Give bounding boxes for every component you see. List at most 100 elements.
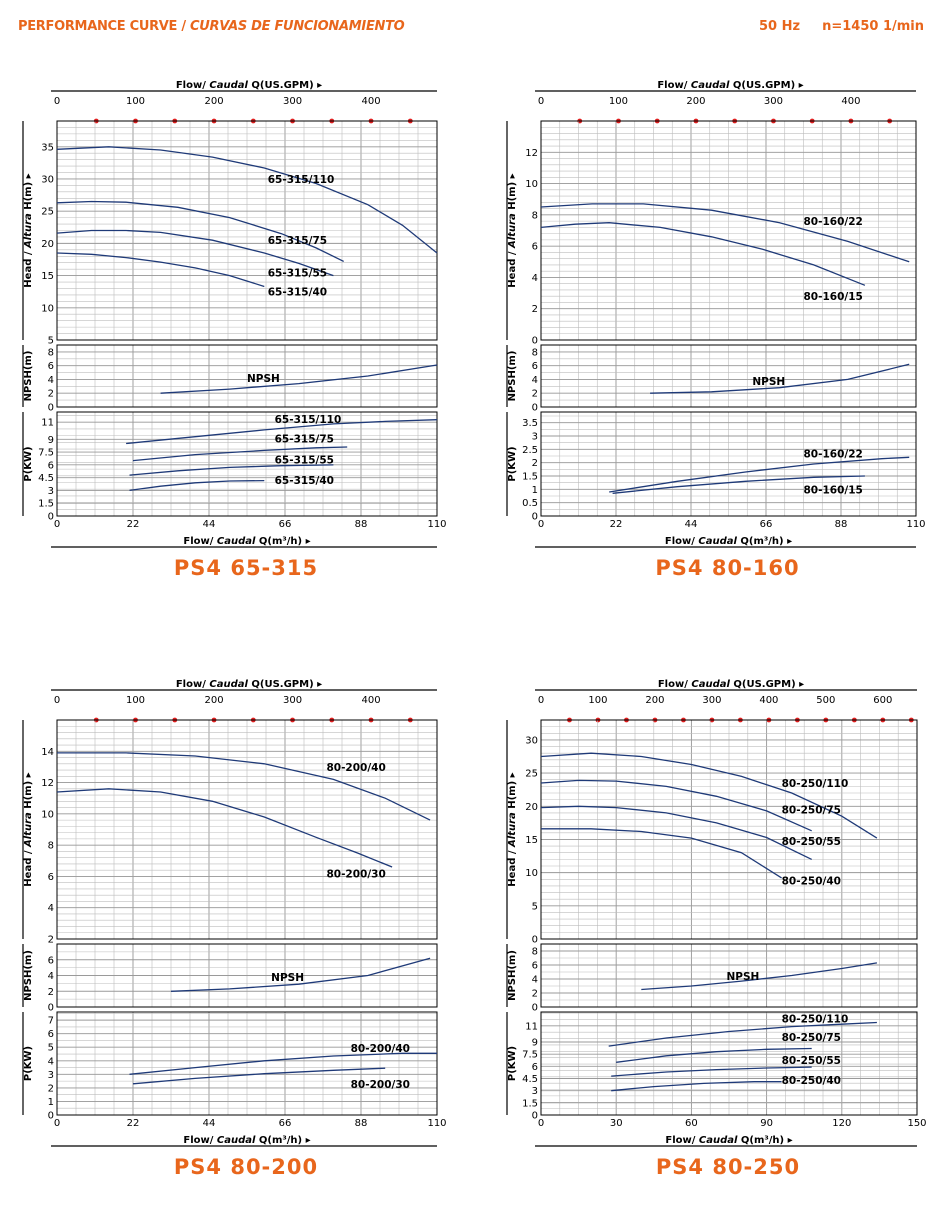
series-line-65-315/110	[56, 146, 438, 254]
y-tick-label: 0	[48, 1003, 54, 1014]
head-axis-title-part: Altura	[507, 213, 518, 249]
y-tick-label: 3	[48, 486, 54, 497]
y-tick-label: 0	[532, 935, 538, 946]
m3h-tick-label: 90	[760, 1118, 773, 1129]
gpm-axis-title-part: Q(US.GPM)	[248, 679, 314, 690]
y-tick-label: 4	[532, 273, 538, 284]
gpm-axis-title: Flow/ Caudal Q(US.GPM) ▸	[176, 80, 322, 91]
npsh-axis-title: NPSH(m)	[507, 351, 518, 402]
m3h-axis-title-part: Flow/	[183, 1135, 217, 1146]
series-line-80-250/75	[616, 1047, 812, 1063]
head-axis-title-part: ▸	[507, 173, 518, 182]
gpm-tick-label: 300	[283, 96, 302, 107]
m3h-tick-label: 66	[279, 519, 292, 530]
y-tick-label: 1	[48, 1097, 54, 1108]
gpm-tick-label: 0	[538, 695, 544, 706]
m3h-tick-label: 0	[54, 1118, 60, 1129]
y-tick-label: 6	[532, 361, 538, 372]
series-line-NPSH	[160, 364, 438, 394]
m3h-tick-label: 0	[54, 519, 60, 530]
y-tick-label: 15	[525, 835, 538, 846]
y-tick-label: 10	[41, 303, 54, 314]
head-axis-title-part: Head /	[23, 248, 34, 288]
y-tick-label: 0	[532, 403, 538, 414]
curve-label: 80-160/15	[804, 291, 863, 303]
head-axis-title: Head / Altura H(m) ▸	[507, 772, 518, 886]
m3h-axis-title-part: ▸	[302, 1135, 311, 1146]
y-tick-label: 10	[525, 868, 538, 879]
head-axis-title-part: Head /	[507, 847, 518, 887]
gpm-tick-label: 300	[764, 96, 783, 107]
frequency-label: 50 Hz	[759, 19, 801, 34]
curve-label: 80-160/22	[804, 448, 863, 460]
y-tick-label: 12	[525, 148, 538, 159]
m3h-axis-title-part: Q(m³/h)	[737, 1135, 784, 1146]
page-header-specs: 50 Hz n=1450 1/min	[737, 19, 924, 34]
head-panel: 0 5 10 15 20 25 30 80-250/110 80-250/75 80-250/55…	[506, 719, 918, 946]
y-tick-label: 15	[41, 271, 54, 282]
series-line-65-315/55	[56, 229, 334, 277]
y-tick-label: 7.5	[38, 448, 54, 459]
y-tick-label: 9	[532, 1038, 538, 1049]
y-tick-label: 25	[41, 207, 54, 218]
curve-label: 65-315/75	[268, 235, 327, 247]
series-line-NPSH	[170, 957, 431, 992]
panel-frame	[56, 411, 438, 517]
panel-frame	[56, 344, 438, 408]
m3h-axis-title-part: ▸	[784, 536, 793, 547]
gpm-tick-label: 0	[54, 96, 60, 107]
panel-frame	[56, 120, 438, 341]
curve-label: 65-315/55	[275, 455, 334, 467]
chart-title: PS4 80-160	[655, 556, 799, 580]
m3h-tick-label: 30	[610, 1118, 623, 1129]
gpm-tick-label: 200	[204, 695, 223, 706]
npsh-axis-title: NPSH(m)	[23, 351, 34, 402]
gpm-axis-title-part: ▸	[796, 679, 805, 690]
head-panel: 2 4 6 8 10 12 14 80-200/40 80-200/30	[22, 719, 438, 946]
m3h-axis-title: Flow/ Caudal Q(m³/h) ▸	[665, 536, 792, 547]
curve-label: 80-250/55	[782, 836, 841, 848]
y-tick-label: 2	[532, 458, 538, 469]
y-tick-label: 11	[525, 1021, 538, 1032]
m3h-tick-label: 66	[760, 519, 773, 530]
series-line-65-315/40	[56, 252, 265, 288]
series-line-65-315/40	[129, 479, 265, 492]
gpm-tick-label: 200	[686, 96, 705, 107]
y-tick-label: 6	[48, 955, 54, 966]
gpm-tick-label: 100	[126, 96, 145, 107]
npsh-curve-label: NPSH	[247, 373, 280, 385]
y-tick-label: 11	[41, 418, 54, 429]
y-tick-label: 25	[525, 769, 538, 780]
y-tick-label: 7.5	[522, 1050, 538, 1061]
curve-label: 65-315/75	[275, 433, 334, 445]
y-tick-label: 6	[48, 460, 54, 471]
y-tick-label: 5	[48, 336, 54, 347]
head-axis-title-part: Altura	[23, 812, 34, 848]
m3h-tick-label: 150	[907, 1118, 926, 1129]
m3h-axis-title: Flow/ Caudal Q(m³/h) ▸	[183, 536, 310, 547]
header-title-b: CURVAS DE FUNCIONAMIENTO	[190, 19, 405, 34]
y-tick-label: 6	[532, 1062, 538, 1073]
y-tick-label: 2	[48, 987, 54, 998]
curve-label: 65-315/40	[275, 475, 334, 487]
m3h-axis-title-part: ▸	[784, 1135, 793, 1146]
curve-label: 65-315/110	[275, 414, 342, 426]
gpm-tick-label: 100	[588, 695, 607, 706]
y-tick-label: 1.5	[522, 1098, 538, 1109]
gpm-axis-title-part: Q(US.GPM)	[248, 80, 314, 91]
gpm-tick-label: 400	[362, 695, 381, 706]
series-line-80-200/30	[56, 788, 393, 868]
panel-frame	[540, 120, 917, 341]
head-axis-title: Head / Altura H(m) ▸	[23, 173, 34, 287]
series-line-80-200/40	[129, 1052, 437, 1075]
series-line-80-160/15	[612, 475, 865, 494]
gpm-tick-label: 400	[362, 96, 381, 107]
m3h-axis-title-part: ▸	[302, 536, 311, 547]
power-panel: 0 1 2 3 4 5 6 7 80-200/40 80-200/30	[22, 1011, 438, 1122]
head-axis-title-part: Altura	[23, 213, 34, 249]
head-axis-title: Head / Altura H(m) ▸	[507, 173, 518, 287]
series-line-80-250/55	[611, 1066, 812, 1077]
y-tick-label: 9	[48, 435, 54, 446]
gpm-axis-title-part: Caudal	[209, 679, 248, 690]
